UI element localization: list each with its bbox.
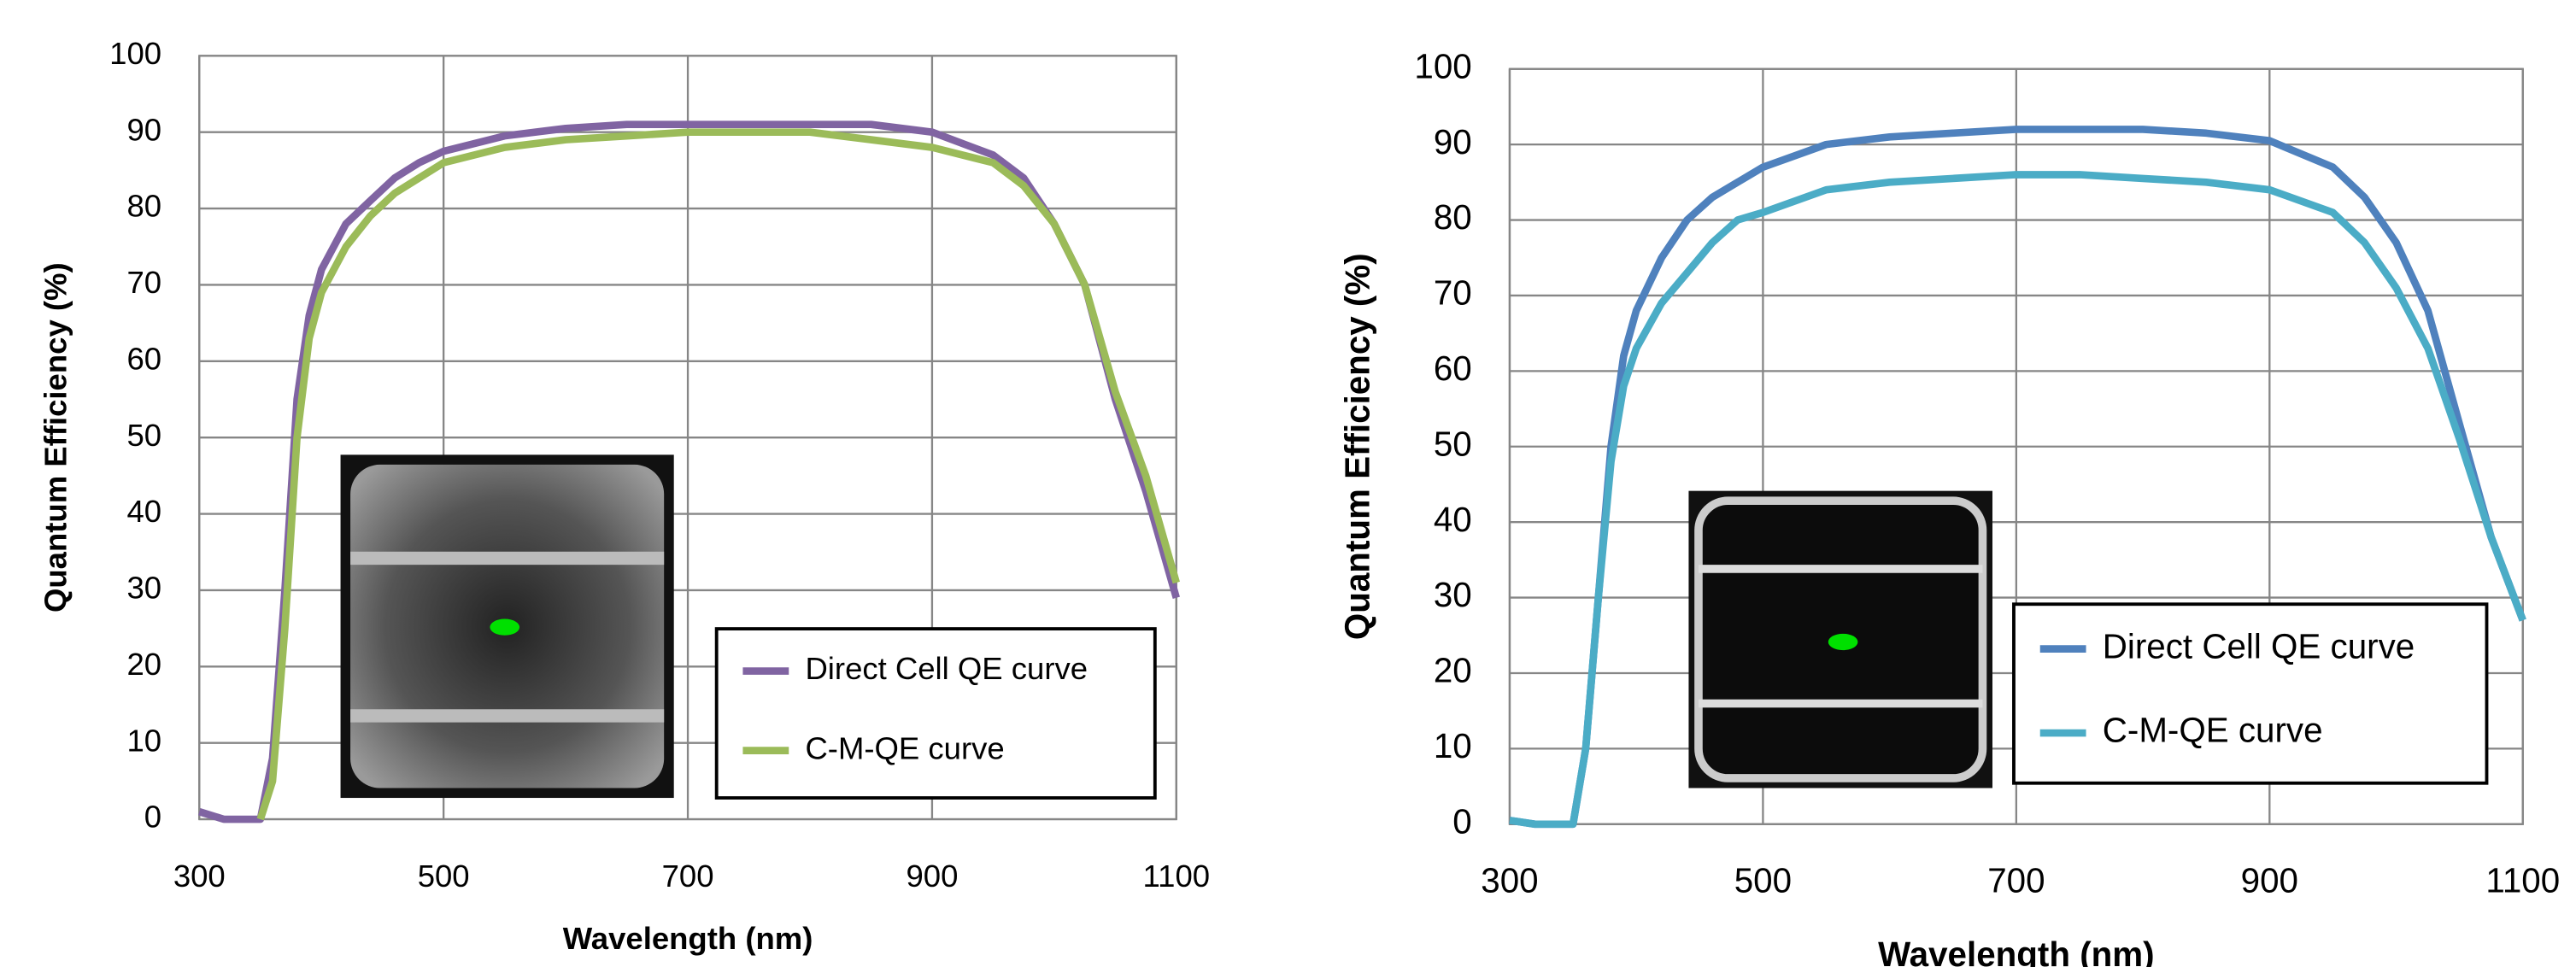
data-line [1509, 171, 2526, 829]
legend: Direct Cell QE curve C-M-QE curve [2012, 602, 2489, 785]
y-tick-label: 20 [126, 647, 161, 682]
x-tick-label: 500 [1734, 861, 1792, 900]
y-tick-label: 80 [1434, 197, 1472, 237]
y-tick-label: 60 [126, 341, 161, 376]
y-tick-label: 90 [126, 112, 161, 147]
y-tick-label: 50 [126, 418, 161, 453]
x-tick-label: 1100 [2485, 861, 2560, 900]
y-tick-label: 100 [1414, 46, 1471, 85]
legend-label: C-M-QE curve [805, 730, 1004, 765]
x-tick-label: 300 [1481, 861, 1538, 900]
y-tick-label: 40 [1434, 500, 1472, 539]
y-tick-label: 80 [126, 189, 161, 224]
x-tick-label: 700 [662, 859, 714, 894]
x-tick-label: 700 [1987, 861, 2045, 900]
y-tick-label: 0 [144, 800, 161, 835]
y-tick-label: 10 [1434, 726, 1472, 765]
y-tick-label: 50 [1434, 424, 1472, 463]
y-tick-label: 30 [126, 571, 161, 606]
inset-image [1688, 490, 1992, 788]
y-tick-label: 90 [1434, 122, 1472, 161]
x-tick-label: 500 [418, 859, 470, 894]
y-tick-label: 30 [1434, 575, 1472, 614]
y-axis-title: Quantum Efficiency (%) [38, 262, 73, 612]
y-tick-label: 70 [126, 265, 161, 300]
y-tick-label: 20 [1434, 651, 1472, 690]
y-tick-label: 40 [126, 494, 161, 529]
inset-image [340, 454, 674, 799]
x-axis-title: Wavelength (nm) [563, 921, 813, 956]
data-line [256, 128, 1180, 821]
legend-label: Direct Cell QE curve [2103, 626, 2415, 665]
x-tick-label: 900 [906, 859, 958, 894]
y-tick-label: 10 [126, 723, 161, 758]
y-axis-title: Quantum Efficiency (%) [1338, 253, 1377, 640]
legend-box [714, 627, 1157, 800]
x-tick-label: 1100 [1143, 859, 1211, 894]
legend-label: Direct Cell QE curve [805, 651, 1088, 686]
y-tick-label: 60 [1434, 349, 1472, 388]
y-tick-label: 100 [109, 36, 161, 71]
x-tick-label: 900 [2241, 861, 2298, 900]
y-tick-label: 0 [1452, 801, 1471, 841]
x-axis-title: Wavelength (nm) [1878, 935, 2155, 967]
legend-label: C-M-QE curve [2103, 711, 2323, 750]
legend: Direct Cell QE curve C-M-QE curve [714, 627, 1157, 800]
legend-box [2012, 602, 2489, 785]
y-tick-label: 70 [1434, 273, 1472, 313]
x-tick-label: 300 [173, 859, 226, 894]
